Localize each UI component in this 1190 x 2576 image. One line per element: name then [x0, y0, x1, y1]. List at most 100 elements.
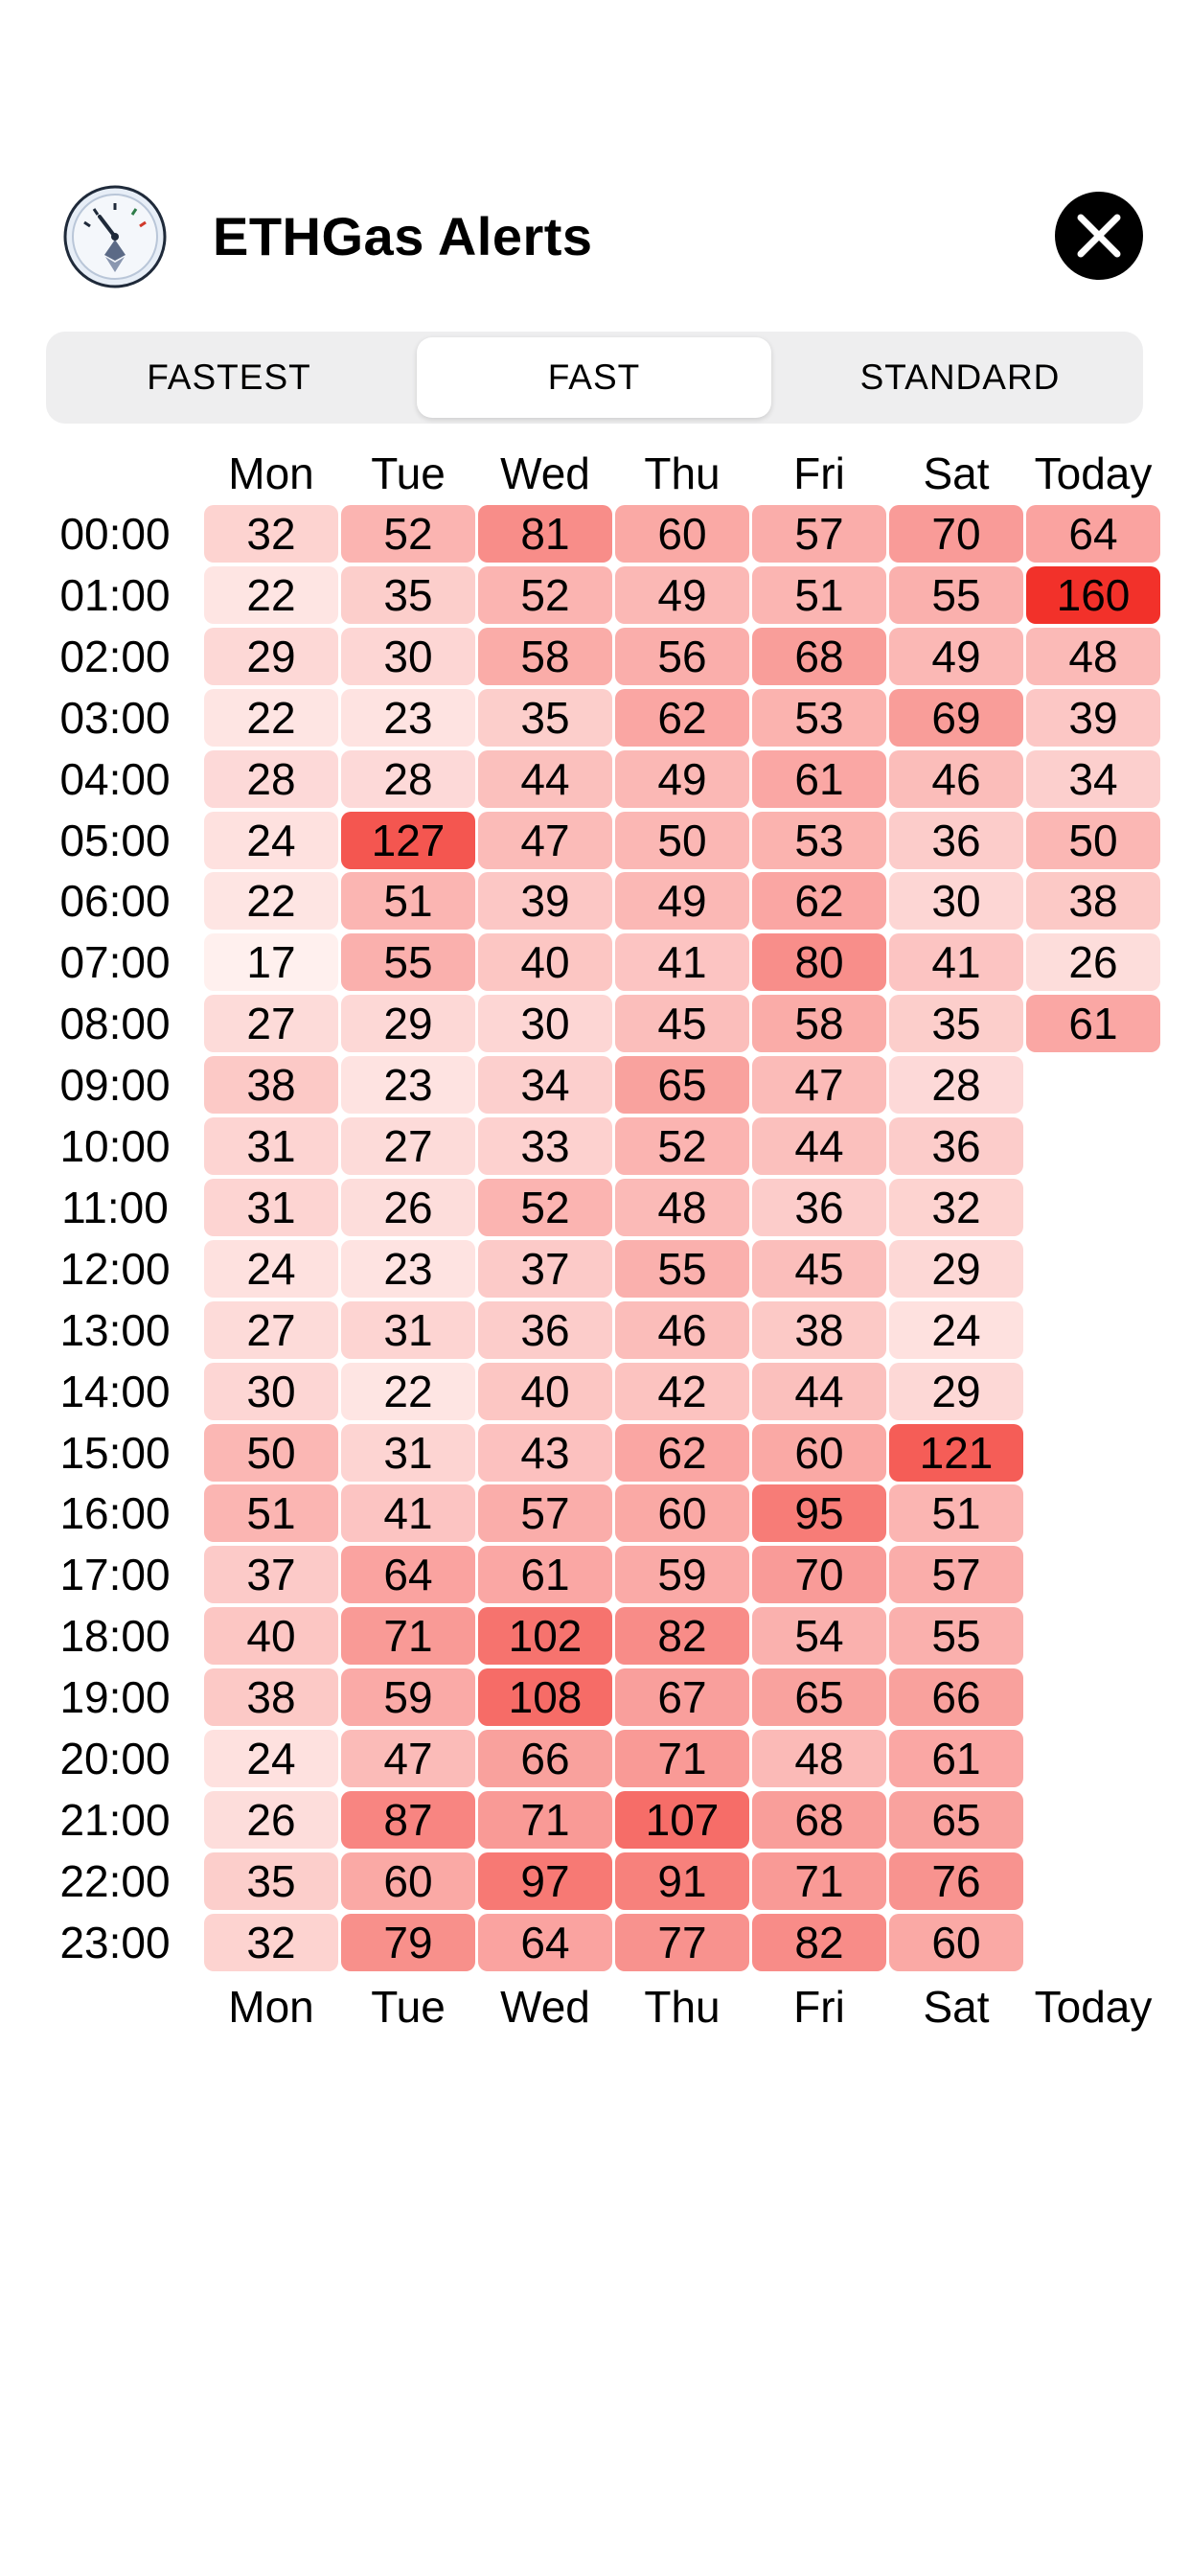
heatmap-cell: 71 — [752, 1852, 886, 1910]
heatmap-cell: 34 — [478, 1056, 612, 1114]
header-day-label: Wed — [500, 448, 590, 498]
heatmap-cell: 31 — [204, 1117, 338, 1175]
heatmap-cell: 64 — [478, 1914, 612, 1971]
heatmap-cell: 65 — [752, 1668, 886, 1726]
tab-fast[interactable]: FAST — [417, 337, 771, 418]
heatmap-cell: 24 — [204, 1240, 338, 1298]
close-button[interactable] — [1055, 192, 1143, 280]
heatmap-cell: 30 — [889, 872, 1023, 930]
heatmap-cell: 69 — [889, 689, 1023, 747]
tab-fastest[interactable]: FASTEST — [147, 357, 311, 397]
hour-label: 18:00 — [59, 1611, 171, 1661]
heatmap-cell: 24 — [204, 812, 338, 869]
heatmap-cell: 82 — [615, 1607, 749, 1665]
heatmap-cell: 108 — [478, 1668, 612, 1726]
heatmap-cell: 40 — [478, 1363, 612, 1420]
heatmap-cell: 55 — [341, 933, 475, 991]
heatmap-cell: 31 — [341, 1424, 475, 1482]
heatmap-cell: 61 — [1026, 995, 1160, 1052]
heatmap-cell: 62 — [615, 1424, 749, 1482]
heatmap-cell: 29 — [204, 628, 338, 685]
heatmap-cell: 50 — [615, 812, 749, 869]
heatmap-cell: 81 — [478, 505, 612, 563]
heatmap-cell: 62 — [752, 872, 886, 930]
heatmap-cell: 36 — [889, 812, 1023, 869]
heatmap-cell: 60 — [341, 1852, 475, 1910]
heatmap-cell: 54 — [752, 1607, 886, 1665]
hour-label: 07:00 — [59, 937, 171, 987]
hour-label: 10:00 — [59, 1121, 171, 1171]
heatmap-cell: 30 — [204, 1363, 338, 1420]
heatmap-cell: 32 — [204, 1914, 338, 1971]
heatmap-cell: 26 — [204, 1791, 338, 1849]
heatmap-cell: 71 — [478, 1791, 612, 1849]
hour-label: 12:00 — [59, 1244, 171, 1294]
heatmap-cell: 24 — [889, 1301, 1023, 1359]
heatmap-cell: 102 — [478, 1607, 612, 1665]
heatmap-cell: 60 — [752, 1424, 886, 1482]
heatmap-cell: 52 — [478, 1179, 612, 1236]
heatmap-cell: 27 — [204, 995, 338, 1052]
heatmap-cell: 39 — [1026, 689, 1160, 747]
heatmap-cell: 22 — [204, 689, 338, 747]
heatmap-cell: 23 — [341, 1240, 475, 1298]
heatmap-cell: 57 — [752, 505, 886, 563]
heatmap-cell: 107 — [615, 1791, 749, 1849]
heatmap-cell: 71 — [341, 1607, 475, 1665]
header-day-label: Thu — [644, 448, 721, 498]
heatmap-cell: 50 — [1026, 812, 1160, 869]
heatmap-cell: 31 — [204, 1179, 338, 1236]
heatmap-cell: 38 — [1026, 872, 1160, 930]
heatmap-cell: 28 — [889, 1056, 1023, 1114]
heatmap-cell: 59 — [341, 1668, 475, 1726]
header-day-label: Fri — [793, 448, 845, 498]
heatmap-cell: 53 — [752, 812, 886, 869]
heatmap-cell: 65 — [615, 1056, 749, 1114]
heatmap-cell: 37 — [204, 1546, 338, 1603]
heatmap-cell: 47 — [752, 1056, 886, 1114]
heatmap-cell: 38 — [752, 1301, 886, 1359]
header-day-label: Sat — [923, 448, 990, 498]
heatmap-cell: 48 — [1026, 628, 1160, 685]
heatmap-cell: 27 — [204, 1301, 338, 1359]
hour-label: 04:00 — [59, 754, 171, 804]
heatmap-cell: 55 — [889, 566, 1023, 624]
heatmap-cell: 29 — [341, 995, 475, 1052]
footer-day-label: Wed — [500, 1982, 590, 2032]
heatmap-cell: 28 — [204, 750, 338, 808]
heatmap-cell: 91 — [615, 1852, 749, 1910]
heatmap-cell: 95 — [752, 1484, 886, 1542]
heatmap-cell: 44 — [752, 1363, 886, 1420]
hour-label: 20:00 — [59, 1734, 171, 1783]
heatmap-cell: 35 — [204, 1852, 338, 1910]
heatmap-cell: 76 — [889, 1852, 1023, 1910]
heatmap-cell: 27 — [341, 1117, 475, 1175]
header-day-label: Today — [1034, 448, 1153, 498]
heatmap-cell: 36 — [752, 1179, 886, 1236]
heatmap-cell: 22 — [204, 566, 338, 624]
footer-day-label: Fri — [793, 1982, 845, 2032]
heatmap-cell: 50 — [204, 1424, 338, 1482]
gas-gauge-icon — [57, 184, 172, 289]
tab-standard[interactable]: STANDARD — [859, 357, 1061, 397]
heatmap-cell: 29 — [889, 1363, 1023, 1420]
heatmap-cell: 46 — [889, 750, 1023, 808]
heatmap-cell: 38 — [204, 1056, 338, 1114]
heatmap-cell: 31 — [341, 1301, 475, 1359]
heatmap-cell: 45 — [615, 995, 749, 1052]
hour-label: 15:00 — [59, 1428, 171, 1478]
heatmap-cell: 36 — [478, 1301, 612, 1359]
heatmap-cell: 60 — [889, 1914, 1023, 1971]
hour-label: 23:00 — [59, 1918, 171, 1967]
heatmap-cell: 23 — [341, 1056, 475, 1114]
footer-day-label: Thu — [644, 1982, 721, 2032]
heatmap-cell: 68 — [752, 1791, 886, 1849]
heatmap-cell: 35 — [478, 689, 612, 747]
heatmap-cell: 45 — [752, 1240, 886, 1298]
heatmap-cell: 28 — [341, 750, 475, 808]
app-title: ETHGas Alerts — [213, 206, 593, 266]
heatmap-cell: 62 — [615, 689, 749, 747]
hour-label: 06:00 — [59, 876, 171, 926]
hour-label: 17:00 — [59, 1550, 171, 1599]
hour-label: 14:00 — [59, 1367, 171, 1416]
